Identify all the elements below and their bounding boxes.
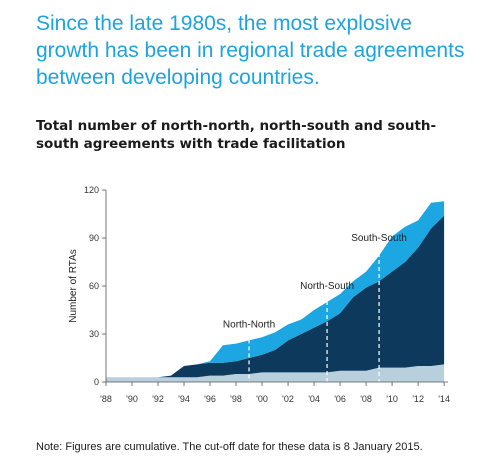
y-tick-label: 60	[89, 281, 99, 291]
x-tick-label: '04	[308, 394, 320, 404]
annotation-label-south-south: South-South	[351, 233, 407, 244]
area-south-south	[106, 201, 445, 378]
y-tick-label: 30	[89, 329, 99, 339]
x-tick-label: '06	[334, 394, 346, 404]
x-tick-label: '14	[438, 394, 450, 404]
annotation-label-north-north: North-North	[223, 319, 275, 330]
chart-note: Note: Figures are cumulative. The cut-of…	[36, 441, 423, 453]
y-tick-label: 120	[84, 185, 99, 195]
y-tick-label: 0	[94, 377, 99, 387]
chart-axes: 0 30 60 90 120 '88 '90 '92 '94 '96 '98 '00 '02 '04 '06…	[68, 185, 450, 404]
x-tick-label: '02	[282, 394, 294, 404]
x-tick-label: '94	[178, 394, 190, 404]
x-tick-label: '88	[100, 394, 112, 404]
area-north-south	[106, 215, 445, 378]
x-tick-label: '90	[126, 394, 138, 404]
x-tick-label: '10	[386, 394, 398, 404]
y-axis-label: Number of RTAs	[68, 249, 79, 323]
headline: Since the late 1980s, the most explosive…	[36, 12, 465, 89]
x-tick-label: '92	[152, 394, 164, 404]
chart-annotations: North-North North-South South-South	[223, 233, 407, 382]
x-tick-label: '08	[360, 394, 372, 404]
x-tick-label: '12	[412, 394, 424, 404]
chart-title: Total number of north-north, north-south…	[36, 118, 437, 152]
y-tick-label: 90	[89, 233, 99, 243]
chart-areas	[106, 201, 445, 382]
x-tick-label: '00	[256, 394, 268, 404]
x-tick-label: '98	[230, 394, 242, 404]
annotation-label-north-south: North-South	[300, 281, 354, 292]
x-tick-label: '96	[204, 394, 216, 404]
area-north-north	[106, 364, 445, 382]
